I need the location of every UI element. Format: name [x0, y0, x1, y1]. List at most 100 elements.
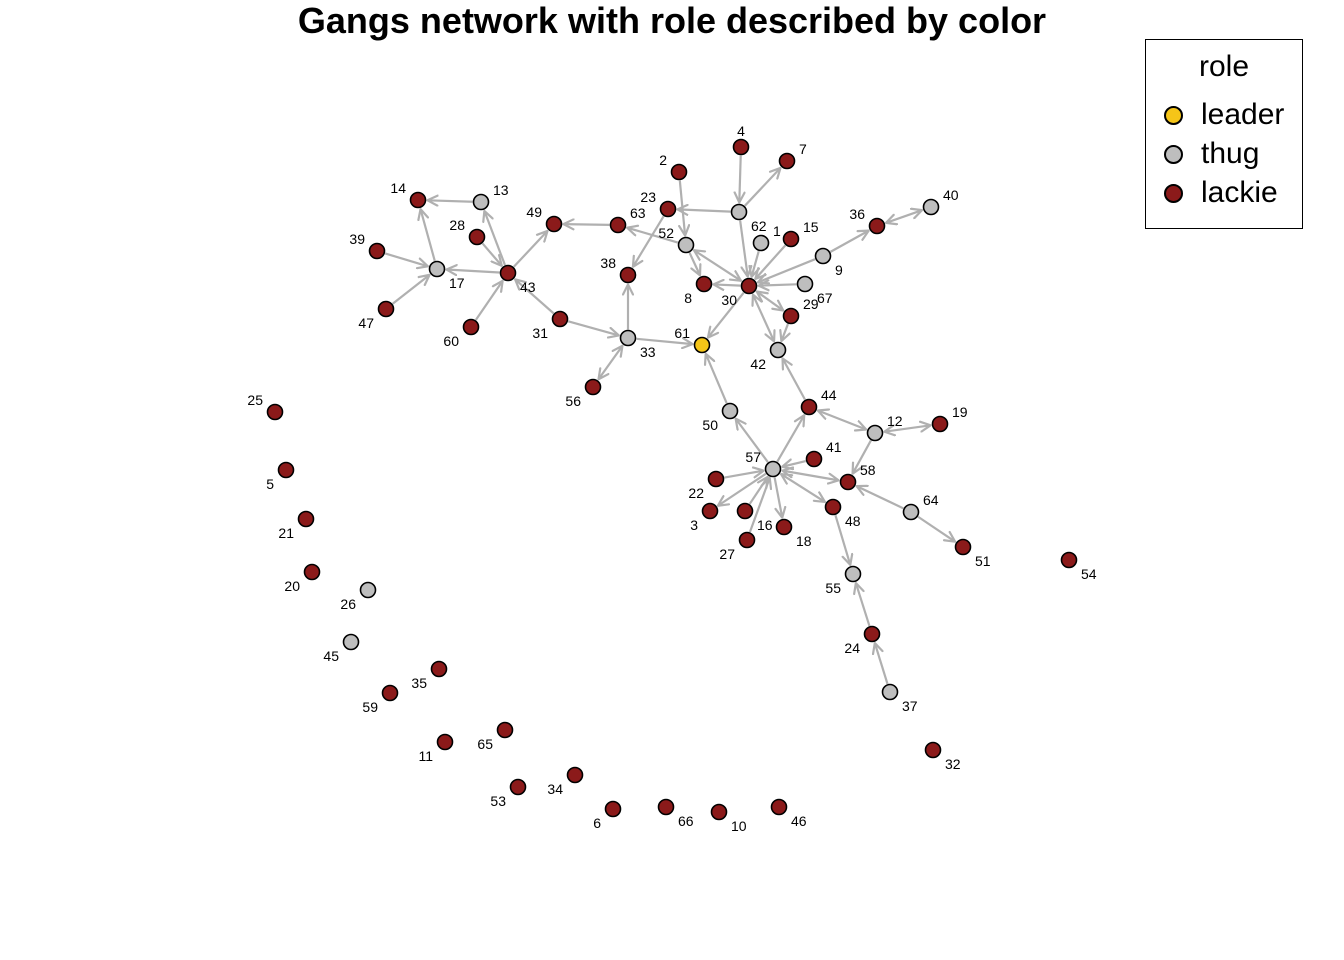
node-label-8: 8 [684, 290, 692, 306]
node-31 [551, 310, 569, 328]
node-label-66: 66 [678, 813, 694, 829]
edge-31-33 [567, 320, 619, 335]
node-label-29: 29 [803, 296, 819, 312]
node-label-39: 39 [349, 231, 365, 247]
node-6 [604, 800, 622, 818]
node-5 [277, 461, 295, 479]
node-47 [377, 300, 395, 318]
node-label-22: 22 [688, 485, 704, 501]
edge-62-7 [744, 168, 781, 207]
node-label-57: 57 [745, 449, 761, 465]
legend-swatch-thug [1164, 144, 1183, 164]
node-label-16: 16 [757, 517, 773, 533]
node-55 [844, 565, 862, 583]
edge-39-17 [384, 252, 428, 266]
node-label-13: 13 [493, 182, 509, 198]
node-27 [738, 531, 756, 549]
node-label-47: 47 [358, 315, 374, 331]
legend-label: thug [1201, 137, 1260, 170]
legend-title: role [1198, 50, 1250, 83]
node-64 [902, 503, 920, 521]
node-label-30: 30 [721, 292, 737, 308]
node-42 [769, 341, 787, 359]
node-9 [814, 247, 832, 265]
node-32 [924, 741, 942, 759]
edge-57-50 [736, 419, 769, 463]
edge-4-62 [739, 155, 740, 202]
node-67 [796, 275, 814, 293]
edge-42-30 [753, 295, 774, 342]
node-label-7: 7 [799, 141, 807, 157]
edge-12-44 [818, 410, 866, 429]
edge-52-8 [688, 252, 700, 276]
node-43 [499, 264, 517, 282]
node-label-54: 54 [1081, 566, 1097, 582]
node-4 [732, 138, 750, 156]
edge-24-55 [856, 583, 871, 627]
edge-27-57 [748, 478, 770, 533]
node-label-61: 61 [674, 325, 690, 341]
node-26 [359, 581, 377, 599]
node-label-60: 60 [443, 333, 459, 349]
node-label-40: 40 [943, 187, 959, 203]
edge-29-42 [781, 323, 788, 341]
label-layer: 1234567891011121314151617181920212223242… [247, 123, 1096, 834]
node-60 [462, 318, 480, 336]
node-label-15: 15 [803, 219, 819, 235]
node-label-37: 37 [902, 698, 918, 714]
node-45 [342, 633, 360, 651]
node-40 [922, 198, 940, 216]
edge-13-14 [427, 200, 473, 201]
edge-33-61 [636, 339, 692, 344]
node-label-35: 35 [411, 675, 427, 691]
node-label-48: 48 [845, 513, 861, 529]
edge-63-49 [563, 224, 610, 225]
node-3 [701, 502, 719, 520]
node-label-52: 52 [658, 225, 674, 241]
node-13 [472, 193, 490, 211]
node-14 [409, 191, 427, 209]
node-12 [866, 424, 884, 442]
edge-12-58 [853, 439, 872, 473]
node-label-31: 31 [532, 325, 548, 341]
node-52 [677, 236, 695, 254]
node-label-4: 4 [737, 123, 745, 139]
node-label-49: 49 [526, 204, 542, 220]
node-53 [509, 778, 527, 796]
edge-52-30 [694, 250, 741, 281]
node-62 [730, 203, 748, 221]
node-44 [800, 398, 818, 416]
node-34 [566, 766, 584, 784]
node-label-24: 24 [844, 640, 860, 656]
node-label-53: 53 [490, 793, 506, 809]
node-28 [468, 228, 486, 246]
edge-2-52 [680, 180, 685, 235]
node-label-11: 11 [418, 748, 433, 764]
node-57 [764, 460, 782, 478]
node-24 [863, 625, 881, 643]
legend-swatch-leader [1164, 105, 1183, 125]
node-label-56: 56 [565, 393, 581, 409]
edge-64-58 [857, 486, 904, 510]
node-label-28: 28 [449, 217, 465, 233]
node-label-20: 20 [284, 578, 300, 594]
node-label-44: 44 [821, 387, 837, 403]
node-label-5: 5 [266, 476, 274, 492]
edge-43-17 [446, 270, 500, 273]
edge-30-8 [713, 284, 741, 285]
edge-9-30 [758, 258, 816, 282]
node-label-25: 25 [247, 392, 263, 408]
node-label-67: 67 [817, 290, 833, 306]
node-11 [436, 733, 454, 751]
node-label-62: 62 [751, 218, 767, 234]
node-61 [693, 336, 711, 354]
edge-22-57 [724, 471, 763, 479]
node-39 [368, 242, 386, 260]
edge-36-40 [886, 210, 922, 223]
node-48 [824, 498, 842, 516]
node-63 [609, 216, 627, 234]
node-label-23: 23 [640, 189, 656, 205]
node-20 [303, 563, 321, 581]
node-50 [721, 402, 739, 420]
edge-50-61 [706, 354, 728, 404]
